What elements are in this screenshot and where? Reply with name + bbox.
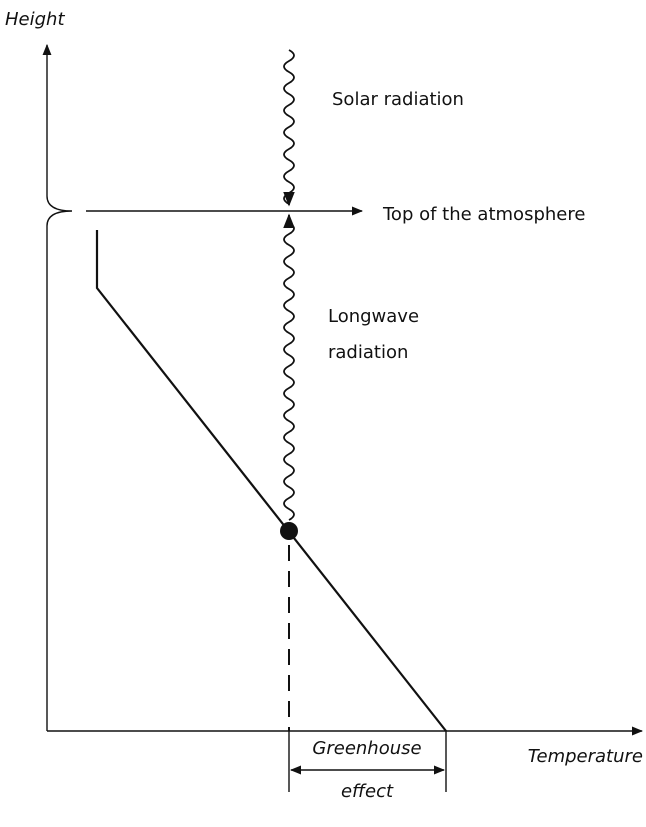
y-axis-label: Height [5, 9, 65, 30]
solar-label: Solar radiation [332, 89, 464, 110]
greenhouse-label: Greenhouse [312, 738, 421, 759]
longwave-label: radiation [328, 342, 408, 363]
x-axis-label: Temperature [528, 746, 643, 767]
longwave-wave [283, 213, 295, 521]
brace [46, 195, 73, 227]
temperature-profile [95, 230, 447, 732]
atmosphere-label: Top of the atmosphere [382, 204, 585, 225]
greenhouse-label: effect [341, 781, 394, 802]
solar-wave [283, 49, 295, 207]
longwave-label: Longwave [328, 306, 419, 327]
emission-point [280, 522, 298, 540]
